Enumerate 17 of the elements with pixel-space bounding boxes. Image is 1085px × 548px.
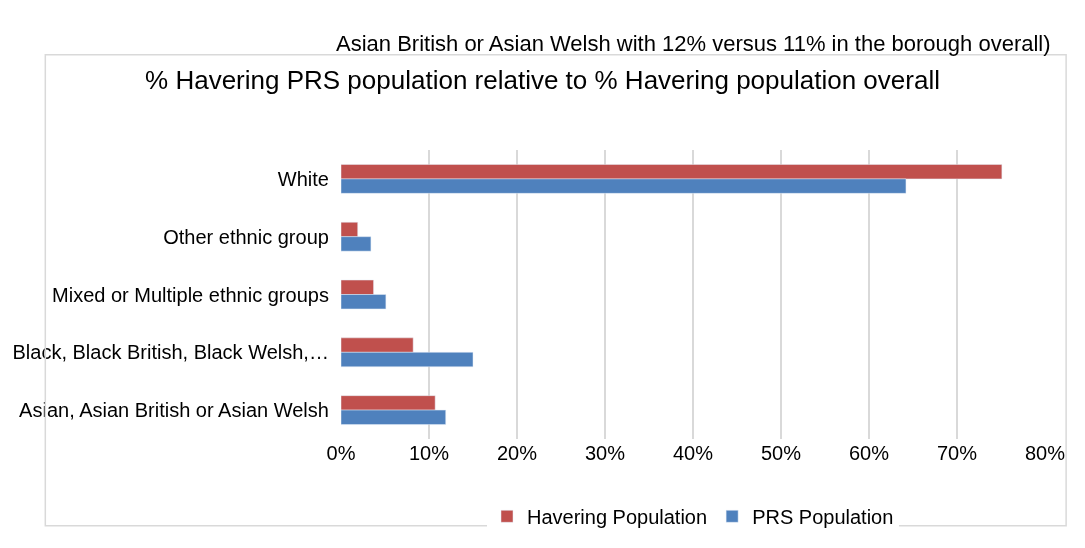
legend-label: PRS Population [752, 506, 894, 529]
x-tick-label: 10% [408, 442, 450, 464]
text: Asian British or Asian Welsh with 12% versus 11% in the borough overall) [336, 31, 1051, 56]
x-tick-label: 30% [584, 442, 626, 464]
x-tick-label: 60% [848, 442, 890, 464]
y-tick-label: Black, Black British, Black Welsh,… [12, 341, 340, 364]
x-tick-label: 0% [326, 442, 356, 464]
y-tick-label: White [277, 167, 340, 190]
chart-title: % Havering PRS population relative to % Havering population overall [145, 65, 940, 96]
x-tick-label: 80% [1024, 442, 1066, 464]
y-tick-label: Other ethnic group [163, 225, 340, 248]
x-tick-label: 70% [936, 442, 978, 464]
y-tick-label: Mixed or Multiple ethnic groups [52, 283, 340, 306]
x-tick-label: 20% [496, 442, 538, 464]
legend-label: Havering Population [527, 506, 708, 529]
x-tick-label: 40% [672, 442, 714, 464]
x-tick-label: 50% [760, 442, 802, 464]
